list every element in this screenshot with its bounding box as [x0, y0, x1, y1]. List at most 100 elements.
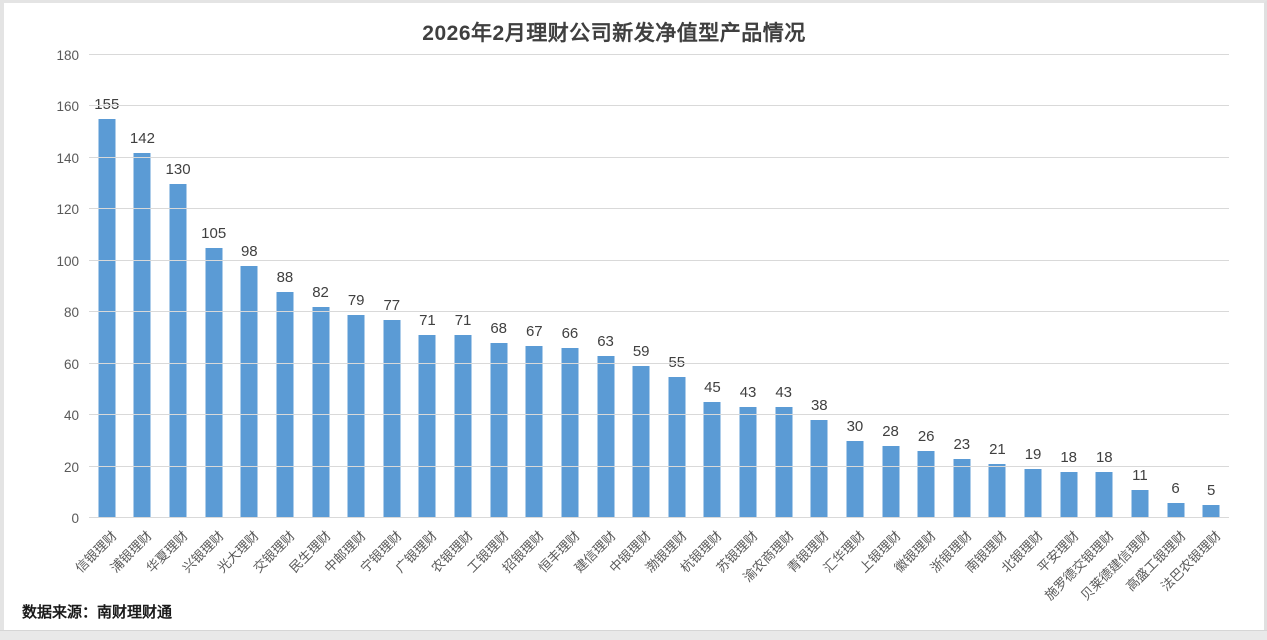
bars-container: 155 信银理财 142 浦银理财 130 华夏理财 105 兴银理财 98 光大理财 88 交银理财…: [72, 55, 1229, 603]
bar: [632, 366, 650, 518]
bar-value-label: 26: [917, 428, 935, 446]
y-axis-tick-label: 80: [63, 305, 79, 321]
bar-slot: 67 招银理财: [500, 55, 553, 576]
bottom-strip: [0, 630, 1267, 640]
bar: [133, 152, 151, 518]
bar-slot: 155 信银理财: [72, 55, 125, 575]
plot-area: 155 信银理财 142 浦银理财 130 华夏理财 105 兴银理财 98 光大理财 88 交银理财…: [56, 48, 1229, 603]
bar-value-label: 18: [1095, 448, 1113, 466]
y-gridline: [89, 156, 1229, 158]
bar-slot: 130 华夏理财: [143, 55, 196, 576]
y-axis-tick-label: 0: [71, 511, 79, 526]
bar-value-label: 30: [846, 417, 864, 435]
bar: [597, 355, 615, 518]
bar-slot: 98 光大理财: [215, 55, 268, 576]
bar: [98, 119, 116, 518]
bar: [525, 345, 543, 518]
bar-value-label: 67: [525, 322, 543, 340]
bar: [276, 291, 294, 518]
bar-slot: 26 徽银理财: [892, 55, 944, 575]
bar-value-label: 6: [1171, 479, 1180, 497]
bar: [1060, 471, 1078, 518]
bar-value-label: 55: [668, 353, 686, 371]
bar-slot: 6 高盛工银理财: [1123, 55, 1194, 594]
bar-slot: 142 浦银理财: [108, 55, 161, 576]
bar: [205, 247, 223, 518]
bar-value-label: 68: [490, 320, 508, 338]
bar: [1024, 469, 1042, 518]
bar-slot: 23 浙银理财: [927, 55, 980, 576]
bar-slot: 88 交银理财: [250, 55, 303, 576]
bar-slot: 66 恒丰理财: [535, 55, 588, 575]
y-gridline: [89, 208, 1229, 210]
y-gridline: [89, 465, 1229, 467]
bar: [1202, 505, 1220, 518]
y-axis-tick-label: 160: [56, 99, 79, 115]
bar-slot: 5 法巴农银理财: [1158, 55, 1229, 594]
bar: [312, 307, 330, 518]
y-gridline: [89, 259, 1229, 261]
bar: [846, 440, 864, 518]
bar-value-label: 59: [632, 343, 650, 361]
bar-slot: 21 南银理财: [963, 55, 1016, 576]
bar-value-label: 18: [1060, 448, 1078, 466]
bar-slot: 19 北银理财: [998, 55, 1051, 575]
y-axis-tick-label: 20: [63, 459, 79, 475]
bar: [240, 265, 258, 518]
bar-value-label: 155: [94, 96, 120, 114]
y-axis-tick-label: 40: [63, 408, 79, 424]
bar: [454, 335, 472, 518]
y-gridline: [89, 517, 1229, 518]
bar: [953, 458, 971, 518]
bar-value-label: 105: [201, 224, 227, 242]
source-note: 数据来源：南财理财通: [22, 604, 173, 621]
bar: [490, 343, 508, 518]
bar-value-label: 5: [1207, 482, 1216, 500]
bar-slot: 43 苏银理财: [713, 55, 766, 575]
bar-slot: 18 平安理财: [1034, 55, 1087, 576]
bar-value-label: 19: [1024, 446, 1042, 464]
bar-slot: 18 施罗德交银理财: [1042, 55, 1123, 603]
y-gridline: [89, 105, 1229, 107]
bar-value-label: 43: [739, 384, 757, 402]
bar: [810, 420, 828, 518]
bar-value-label: 43: [775, 384, 793, 402]
y-gridline: [89, 311, 1229, 313]
bar-value-label: 63: [597, 332, 614, 350]
bar-slot: 28 上银理财: [856, 55, 909, 576]
bar-value-label: 11: [1132, 466, 1148, 484]
bar-value-label: 130: [165, 160, 191, 178]
bar-slot: 71 农银理财: [428, 55, 481, 575]
bar-value-label: 71: [419, 312, 436, 330]
bar-slot: 79 中邮理财: [322, 55, 374, 576]
bar-value-label: 23: [953, 435, 971, 453]
bar: [347, 314, 365, 518]
bar-value-label: 79: [347, 291, 365, 309]
chart-title: 2026年2月理财公司新发净值型产品情况: [422, 22, 806, 45]
bar-slot: 30 汇华理财: [820, 55, 873, 576]
bar: [418, 335, 436, 518]
bar-slot: 82 民生理财: [286, 55, 339, 575]
y-axis-tick-label: 140: [56, 150, 79, 166]
bar-value-label: 142: [129, 129, 155, 147]
bar: [882, 445, 900, 518]
bar-slot: 71 广银理财: [393, 55, 446, 575]
bar: [917, 451, 935, 518]
bar-value-label: 71: [454, 312, 472, 330]
bar: [988, 463, 1006, 518]
bar-slot: 63 建信理财: [571, 55, 624, 576]
bar-slot: 45 杭银理财: [678, 55, 731, 575]
bar-value-label: 82: [312, 284, 329, 302]
bar: [703, 402, 721, 518]
bar: [1167, 502, 1185, 518]
bar-slot: 11 贝莱德建信理财: [1078, 55, 1158, 603]
bar-slot: 59 中银理财: [607, 55, 659, 575]
y-gridline: [89, 414, 1229, 416]
bar-value-label: 66: [561, 325, 579, 343]
bar-value-label: 45: [704, 379, 721, 397]
bar-value-label: 38: [810, 397, 828, 415]
bar-value-label: 77: [383, 296, 401, 314]
bar: [739, 407, 757, 518]
bar: [1131, 489, 1149, 518]
bar: [169, 183, 187, 518]
